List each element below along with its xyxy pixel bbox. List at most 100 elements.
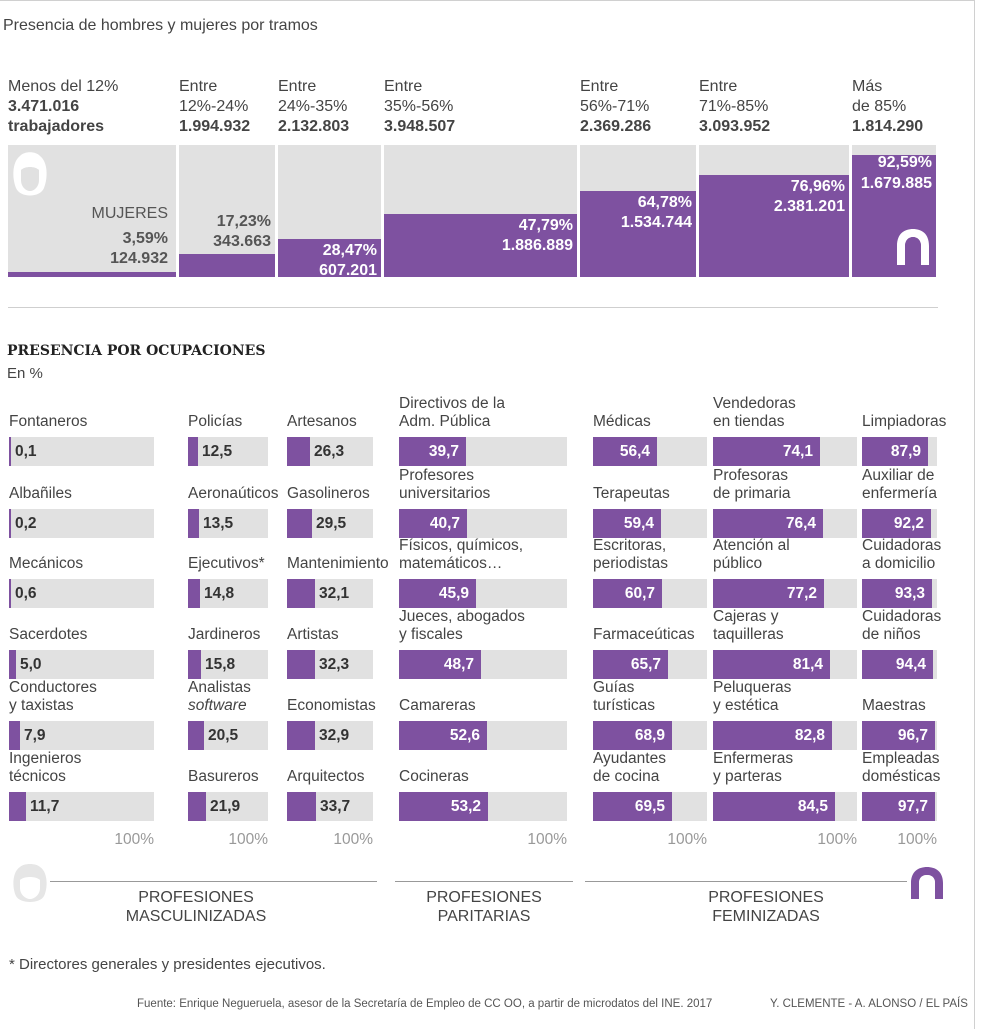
bar-value: 0,1 <box>15 443 37 460</box>
band-women-pct: 92,59% <box>877 154 932 171</box>
band-header: Entre 12%-24% 1.994.932 <box>179 77 295 137</box>
bar-background <box>188 650 268 679</box>
band-women-count: 1.886.889 <box>501 237 573 254</box>
bar-background <box>9 792 154 821</box>
bar-fill <box>399 509 467 538</box>
bar-fill <box>593 437 657 466</box>
bar-value: 52,6 <box>449 727 480 744</box>
bar-background <box>9 650 154 679</box>
axis-label-100: 100% <box>897 831 937 848</box>
bar-value: 94,4 <box>895 656 926 673</box>
occupation-label-line2: técnicos <box>9 768 66 785</box>
bar-fill <box>9 792 26 821</box>
occupation-label: Mantenimiento <box>287 555 389 572</box>
band-women-pct: 76,96% <box>790 178 845 195</box>
band-women-count: 607.201 <box>319 262 377 279</box>
band-total: 2.369.286 <box>580 118 652 135</box>
band-total: 3.948.507 <box>384 118 456 135</box>
occupation-label: Fontaneros <box>9 413 88 430</box>
occupation-label-line2: y estética <box>713 697 779 714</box>
section-divider <box>8 307 938 308</box>
band-total: 1.814.290 <box>852 118 924 135</box>
occupation-label-line2: de niños <box>862 626 921 643</box>
section-title: PRESENCIA POR OCUPACIONES <box>7 343 266 359</box>
bar-fill <box>862 650 933 679</box>
bar-value: 20,5 <box>208 727 239 744</box>
chart-subtitle: Presencia de hombres y mujeres por tramo… <box>3 17 318 34</box>
bar-value: 7,9 <box>24 727 46 744</box>
occupation-label: Guías <box>593 679 635 696</box>
bar-value: 82,8 <box>794 727 825 744</box>
occupation-label: Basureros <box>188 768 259 785</box>
bar-fill <box>287 579 315 608</box>
woman-head-icon <box>894 227 932 267</box>
bar-value: 15,8 <box>205 656 236 673</box>
occupation-label-line2: en tiendas <box>713 413 785 430</box>
occupation-label-line2: universitarios <box>399 485 491 502</box>
band-total: 2.132.803 <box>278 118 350 135</box>
group-label-feminized: PROFESIONES FEMINIZADAS <box>666 888 866 926</box>
bar-fill <box>287 509 312 538</box>
axis-label-100: 100% <box>228 831 268 848</box>
occupation-label: Ingenieros <box>9 750 82 767</box>
group-label-masculinized: PROFESIONES MASCULINIZADAS <box>96 888 296 926</box>
bar-fill <box>188 509 199 538</box>
bar-value: 92,2 <box>893 515 924 532</box>
bar-fill <box>399 650 481 679</box>
bar-fill <box>862 509 931 538</box>
band-header: Más de 85% 1.814.290 <box>852 77 956 137</box>
bar-fill <box>9 437 11 466</box>
occupation-label: Ejecutivos* <box>188 555 265 572</box>
bar-fill <box>593 650 668 679</box>
occupation-label: Gasolineros <box>287 485 370 502</box>
band-women-fill <box>699 175 849 277</box>
occupation-label-line2: de cocina <box>593 768 660 785</box>
band-header: Entre 24%-35% 2.132.803 <box>278 77 401 137</box>
occupation-label: Terapeutas <box>593 485 670 502</box>
bar-fill <box>593 579 662 608</box>
bar-fill <box>713 721 832 750</box>
occupation-label: Economistas <box>287 697 376 714</box>
band-women-fill <box>179 254 275 277</box>
bar-fill <box>713 650 830 679</box>
occupation-label-line2: taquilleras <box>713 626 784 643</box>
axis-label-100: 100% <box>817 831 857 848</box>
bar-value: 5,0 <box>20 656 42 673</box>
bar-fill <box>188 579 200 608</box>
occupation-label: Mecánicos <box>9 555 84 572</box>
footnote: * Directores generales y presidentes eje… <box>9 956 326 973</box>
occupation-label: Artistas <box>287 626 339 643</box>
occupation-label: Arquitectos <box>287 768 365 785</box>
bar-fill <box>713 437 820 466</box>
bar-value: 65,7 <box>630 656 661 673</box>
band-women-count: 124.932 <box>110 250 168 267</box>
occupation-label: Atención al <box>713 537 790 554</box>
band-women-count: 1.679.885 <box>860 175 932 192</box>
bar-value: 53,2 <box>450 798 481 815</box>
bar-value: 33,7 <box>320 798 351 815</box>
occupation-label-line2: público <box>713 555 763 572</box>
axis-label-100: 100% <box>333 831 373 848</box>
band-range-line2: 3.471.016 <box>8 98 80 115</box>
bar-fill <box>862 721 935 750</box>
bar-fill <box>713 579 824 608</box>
group-label-line2: PARITARIAS <box>437 908 531 925</box>
bar-fill <box>399 437 466 466</box>
bar-value: 56,4 <box>619 443 650 460</box>
band-header: Entre 35%-56% 3.948.507 <box>384 77 597 137</box>
bar-fill <box>862 792 935 821</box>
band-range-line1: Menos del 12% <box>8 78 119 95</box>
band-range-line1: Entre <box>179 78 218 95</box>
bar-value: 11,7 <box>30 798 60 815</box>
band-women-tag: MUJERES <box>91 205 168 222</box>
occupation-label-line2: software <box>188 697 247 714</box>
occupation-label: Cuidadoras <box>862 537 942 554</box>
occupation-label-line2: periodistas <box>593 555 668 572</box>
occupation-label: Ayudantes <box>593 750 666 767</box>
band-range-line2: 56%-71% <box>580 98 650 115</box>
bar-fill <box>399 792 488 821</box>
occupation-label-line2: turísticas <box>593 697 656 714</box>
bar-value: 12,5 <box>202 443 233 460</box>
man-head-icon <box>12 150 48 202</box>
occupation-label-line2: enfermería <box>862 485 937 502</box>
